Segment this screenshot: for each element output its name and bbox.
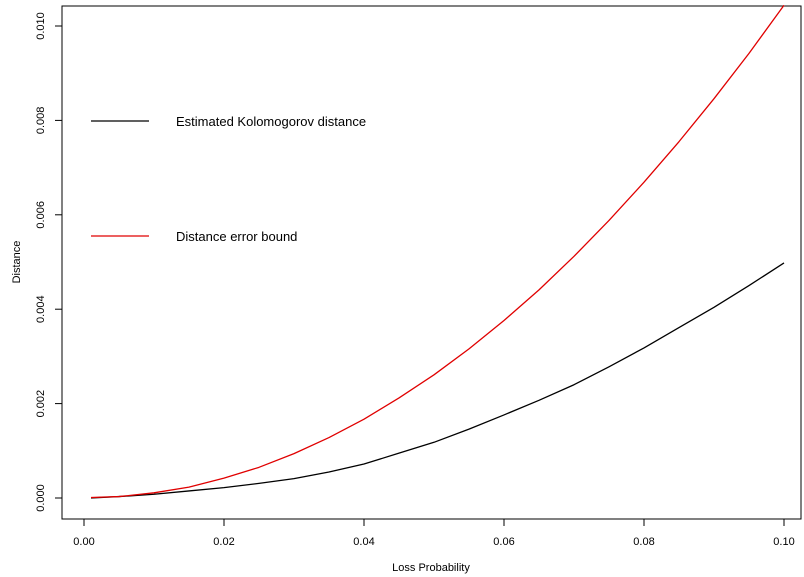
plot-frame bbox=[61, 5, 802, 520]
y-tick-label: 0.006 bbox=[35, 201, 47, 229]
x-tick-label: 0.10 bbox=[773, 536, 794, 548]
x-tick-label: 0.00 bbox=[73, 536, 94, 548]
x-tick-label: 0.02 bbox=[213, 536, 234, 548]
x-tick-label: 0.06 bbox=[493, 536, 514, 548]
y-axis-title: Distance bbox=[11, 241, 23, 284]
y-axis: 0.000 0.002 0.004 0.006 0.008 0.010 bbox=[35, 12, 63, 512]
series-line-estimated bbox=[90, 262, 785, 499]
x-tick-label: 0.08 bbox=[633, 536, 654, 548]
y-tick-label: 0.000 bbox=[35, 484, 47, 512]
legend: Estimated Kolomogorov distance Distance … bbox=[91, 114, 366, 244]
x-axis-title: Loss Probability bbox=[392, 562, 470, 574]
y-tick-label: 0.004 bbox=[35, 295, 47, 323]
x-axis: 0.00 0.02 0.04 0.06 0.08 0.10 bbox=[73, 518, 795, 548]
x-tick-label: 0.04 bbox=[353, 536, 374, 548]
legend-label-estimated: Estimated Kolomogorov distance bbox=[176, 114, 366, 129]
y-tick-label: 0.010 bbox=[35, 12, 47, 40]
y-tick-label: 0.002 bbox=[35, 390, 47, 418]
y-tick-label: 0.008 bbox=[35, 107, 47, 135]
legend-label-bound: Distance error bound bbox=[176, 229, 297, 244]
series-line-bound bbox=[90, 4, 785, 499]
series-layer bbox=[90, 4, 785, 499]
